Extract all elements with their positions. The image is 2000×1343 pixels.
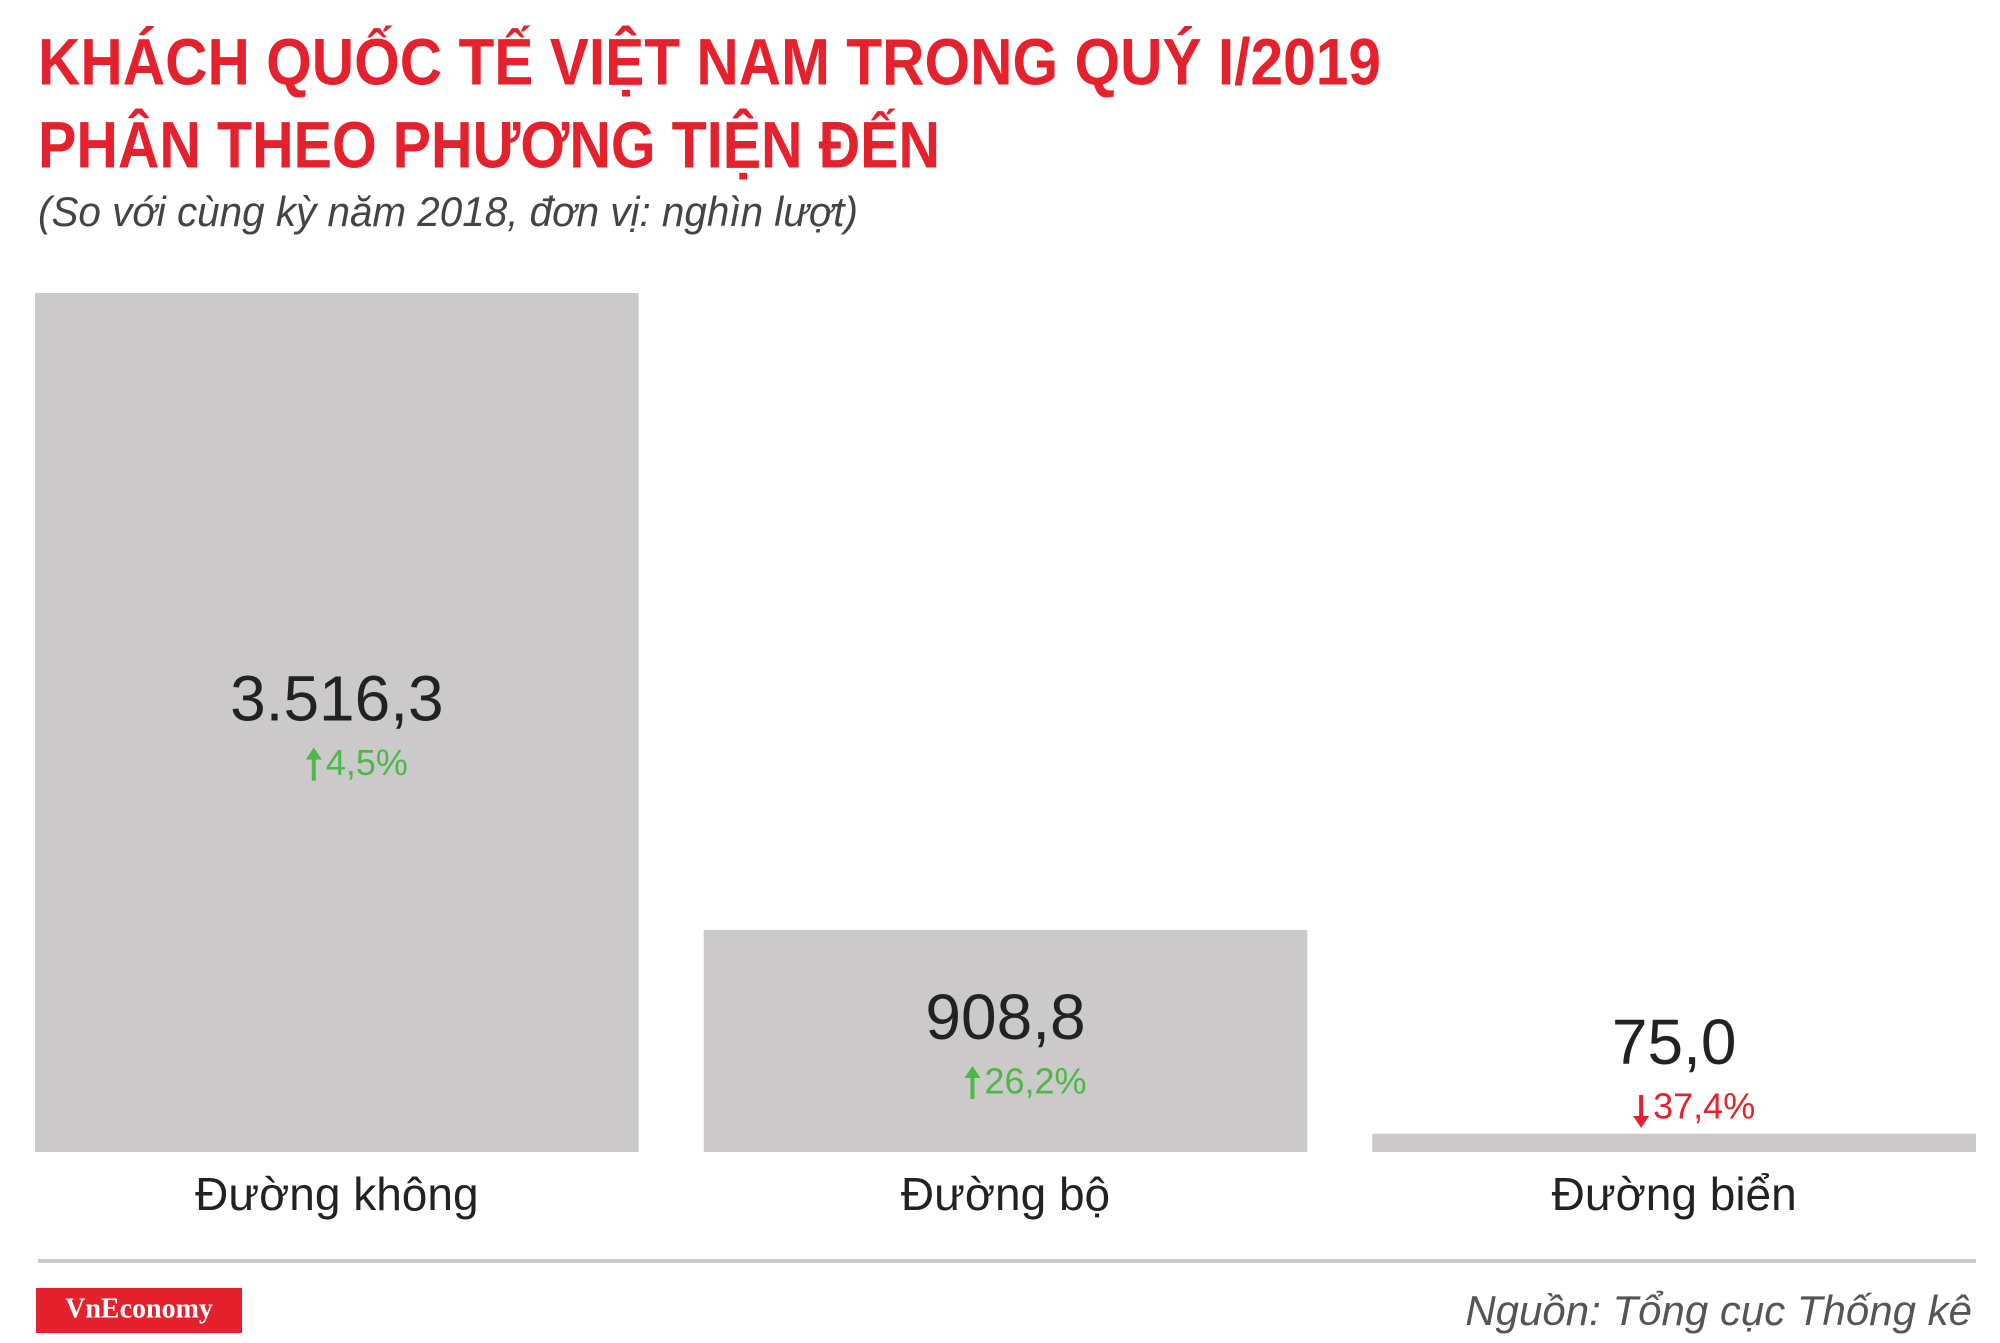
bar <box>35 293 639 1152</box>
x-tick-label: Đường biển <box>1552 1168 1797 1220</box>
arrow-head <box>964 1065 981 1078</box>
value-label: 908,8 <box>925 981 1085 1053</box>
chart-subtitle: (So với cùng kỳ năm 2018, đơn vị: nghìn … <box>38 188 858 235</box>
brand: VnEconomy <box>65 1293 213 1324</box>
brand-box <box>36 1288 242 1333</box>
value-label: 3.516,3 <box>230 662 444 734</box>
arrow-head <box>1633 1116 1650 1128</box>
chart-title: PHÂN THEO PHƯƠNG TIỆN ĐẾN <box>38 107 940 181</box>
chart-title: KHÁCH QUỐC TẾ VIỆT NAM TRONG QUÝ I/2019 <box>38 24 1381 98</box>
arrow-head <box>305 747 322 760</box>
bar <box>703 929 1308 1152</box>
bar <box>1372 1133 1976 1152</box>
change-label: 26,2% <box>984 1061 1086 1102</box>
x-tick-label: Đường bộ <box>901 1168 1110 1220</box>
trend-arrow <box>1633 1095 1650 1128</box>
trend-arrow <box>964 1065 981 1099</box>
value-label: 75,0 <box>1612 1006 1737 1078</box>
trend-arrow <box>305 747 322 781</box>
x-tick-label: Đường không <box>195 1168 478 1220</box>
change-label: 4,5% <box>326 742 408 783</box>
change-label: 37,4% <box>1653 1086 1755 1127</box>
source: Nguồn: Tổng cục Thống kê <box>1465 1287 1972 1334</box>
